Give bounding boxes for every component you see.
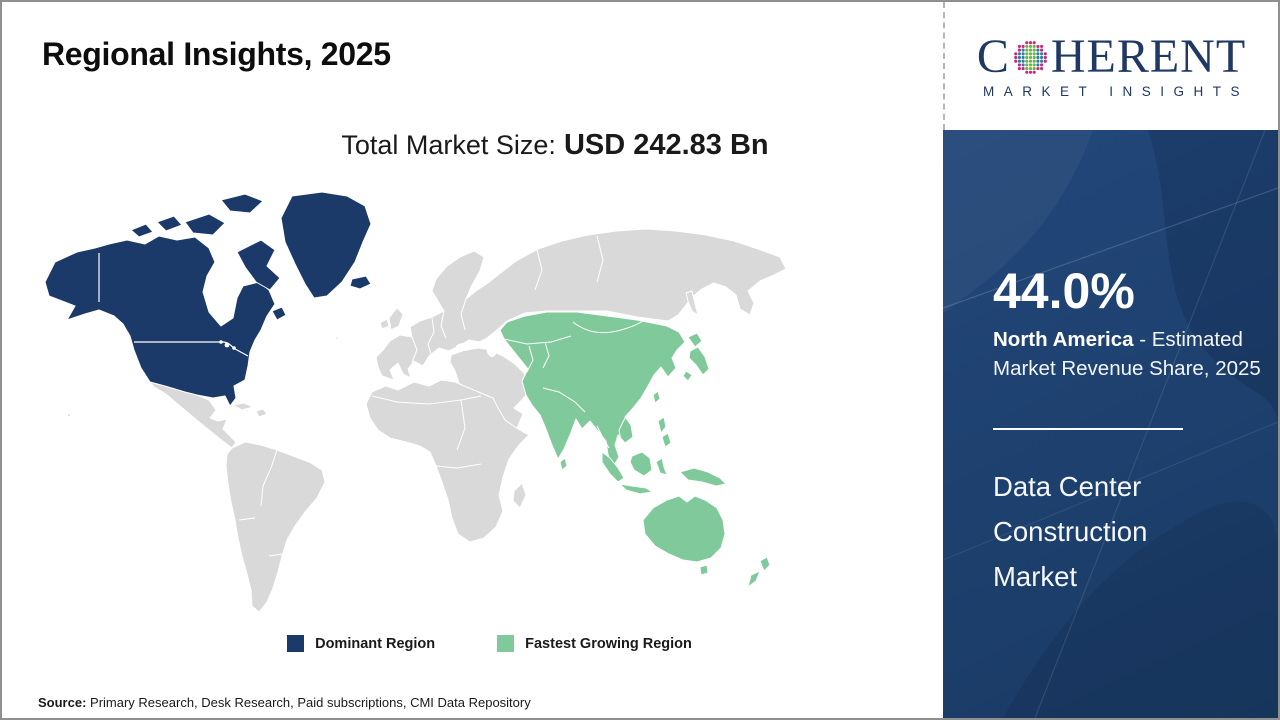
country-borders-asia xyxy=(503,320,644,449)
great-lakes xyxy=(219,340,236,350)
country-borders-gray xyxy=(238,235,604,557)
region-asia-pacific xyxy=(499,311,771,588)
total-market-size-label: Total Market Size: xyxy=(341,130,556,160)
sidebar-panel: 44.0% North America - Estimated Market R… xyxy=(943,130,1278,718)
logo-tagline: MARKET INSIGHTS xyxy=(982,84,1250,99)
fastest-growing-region-label: Fastest Growing Region xyxy=(525,635,692,652)
country-borders-north-america xyxy=(98,253,249,357)
region-north-america xyxy=(44,191,372,407)
map-legend: Dominant Region Fastest Growing Region xyxy=(2,635,943,652)
market-share-desc-text: - Estimated Market Revenue Share, 2025 xyxy=(993,328,1261,380)
total-market-size: Total Market Size: USD 242.83 Bn xyxy=(167,129,943,162)
region-rest-of-world xyxy=(67,228,787,613)
fastest-growing-region-swatch xyxy=(497,635,515,652)
logo-letter-c: C xyxy=(976,30,1010,83)
dominant-region-label: Dominant Region xyxy=(315,635,436,652)
legend-item-dominant: Dominant Region xyxy=(287,635,435,652)
black-sea xyxy=(456,343,472,351)
market-share-description: North America - Estimated Market Revenue… xyxy=(993,326,1263,383)
world-map xyxy=(37,190,817,622)
coherent-logo: C HERENT MARKET INSIGH xyxy=(943,2,1278,130)
total-market-size-value: USD 242.83 Bn xyxy=(563,129,769,161)
market-share-region: North America xyxy=(993,328,1134,351)
source-text: Primary Research, Desk Research, Paid su… xyxy=(86,695,531,710)
source-line: Source: Primary Research, Desk Research,… xyxy=(38,695,531,710)
dominant-region-swatch xyxy=(287,635,305,652)
sidebar: C HERENT MARKET INSIGH xyxy=(943,2,1278,718)
sidebar-map-texture xyxy=(943,130,1278,718)
world-map-svg xyxy=(44,191,787,613)
source-label: Source: xyxy=(38,695,87,710)
coherent-logo-wordmark: C HERENT xyxy=(977,33,1246,81)
caspian-sea xyxy=(486,335,498,357)
market-share-value: 44.0% xyxy=(993,263,1135,319)
page-title: Regional Insights, 2025 xyxy=(42,36,391,72)
coherent-globe-icon xyxy=(1013,40,1047,74)
legend-item-fastest-growing: Fastest Growing Region xyxy=(497,635,692,652)
sidebar-divider xyxy=(993,428,1183,430)
market-name: Data Center Construction Market xyxy=(993,471,1148,592)
logo-letters-herent: HERENT xyxy=(1050,30,1247,83)
